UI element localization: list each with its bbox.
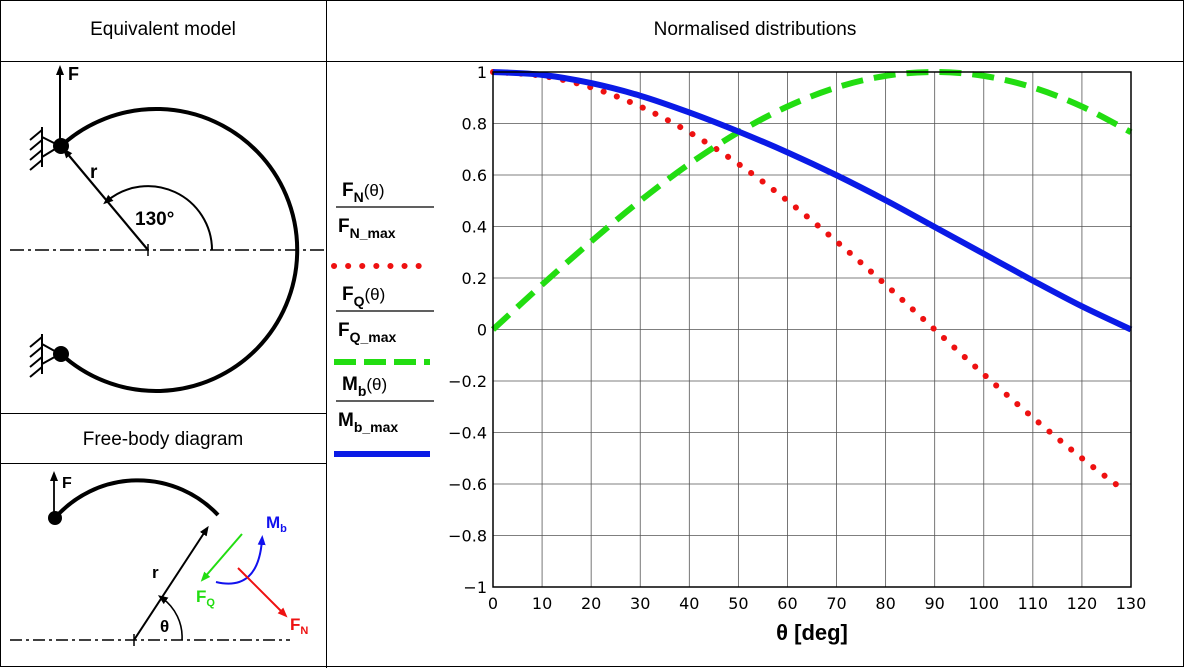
legend-numerator: FN(θ) — [342, 180, 385, 205]
fbd-arc — [53, 478, 220, 520]
x-tick-label: 100 — [968, 594, 999, 613]
y-tick-label: 0.2 — [462, 269, 487, 288]
fn-label: FN — [290, 615, 308, 637]
mb-label: Mb — [266, 513, 287, 535]
legend-denominator: Mb_max — [338, 410, 398, 435]
y-tick-labels: 1 0.8 0.6 0.4 0.2 0 −0.2 −0.4 −0.6 −0.8 −1 — [448, 63, 487, 597]
x-tick-label: 20 — [581, 594, 601, 613]
legend-numerator: Mb(θ) — [342, 374, 387, 399]
y-tick-label: −0.4 — [448, 424, 487, 443]
left-header-title: Equivalent model — [90, 19, 236, 40]
x-tick-label: 0 — [488, 594, 498, 613]
chart-series — [490, 68, 1133, 488]
right-header-title: Normalised distributions — [654, 19, 857, 40]
legend-denominator: FQ_max — [338, 320, 397, 345]
y-tick-label: 1 — [477, 63, 487, 82]
x-tick-label: 10 — [532, 594, 552, 613]
plot-frame — [492, 71, 1132, 588]
x-tick-label: 120 — [1067, 594, 1098, 613]
legend-numerator: FQ(θ) — [342, 284, 385, 309]
fq-label: FQ — [196, 587, 215, 609]
radius-label: r — [90, 162, 98, 183]
y-tick-label: −0.2 — [448, 372, 487, 391]
series-line — [492, 69, 1133, 333]
fbd-radius-arrow-icon — [133, 525, 209, 641]
y-tick-label: 0.6 — [462, 166, 487, 185]
y-tick-label: −0.8 — [448, 527, 487, 546]
angle-arc-icon — [103, 185, 213, 251]
fbd-force-label: F — [62, 475, 72, 492]
x-tick-label: 40 — [679, 594, 699, 613]
chart-grid — [492, 71, 1132, 588]
fbd-pin — [48, 511, 62, 525]
fbd-title: Free-body diagram — [83, 429, 244, 450]
x-tick-label: 80 — [875, 594, 895, 613]
x-tick-label: 30 — [630, 594, 650, 613]
equivalent-model-diagram: F r 130° — [10, 64, 324, 393]
mb-arrow-icon — [215, 535, 266, 585]
pin-bottom — [53, 346, 69, 362]
chart-plot: 0 10 20 30 40 50 60 70 80 90 100 110 120 130 1 0.8 0.6 0… — [448, 63, 1146, 645]
y-tick-label: −0.6 — [448, 475, 487, 494]
series-line — [490, 68, 1133, 332]
fbd-angle-arc-icon — [157, 595, 183, 641]
y-tick-label: 0 — [477, 321, 487, 340]
y-tick-label: −1 — [463, 578, 487, 597]
ring-arc — [59, 107, 300, 393]
free-body-diagram: F r θ FQ Mb FN — [10, 471, 308, 646]
x-axis-label: θ [deg] — [776, 620, 848, 645]
fq-arrow-icon — [200, 533, 243, 582]
x-tick-label: 130 — [1116, 594, 1147, 613]
fn-arrow-icon — [237, 567, 288, 618]
fbd-radius-label: r — [152, 563, 159, 582]
angle-label: 130° — [135, 209, 174, 230]
x-tick-label: 110 — [1018, 594, 1049, 613]
y-tick-label: 0.4 — [462, 218, 487, 237]
force-label: F — [68, 64, 79, 84]
y-tick-label: 0.8 — [462, 115, 487, 134]
x-tick-label: 50 — [728, 594, 748, 613]
x-tick-label: 60 — [777, 594, 797, 613]
x-tick-label: 70 — [826, 594, 846, 613]
x-tick-label: 90 — [925, 594, 945, 613]
legend-denominator: FN_max — [338, 216, 396, 241]
x-tick-labels: 0 10 20 30 40 50 60 70 80 90 100 110 120 130 — [488, 594, 1146, 613]
chart-legend: FN(θ) FN_max FQ(θ) FQ_max Mb(θ) Mb_max — [331, 180, 434, 457]
fbd-angle-label: θ — [160, 617, 169, 636]
